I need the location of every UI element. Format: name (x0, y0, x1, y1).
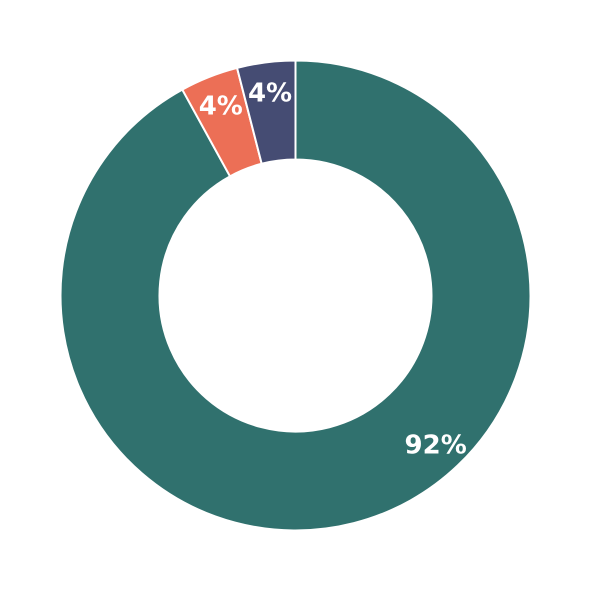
donut-slice-2 (235, 59, 297, 165)
labels-layer: 92% 4% 4% (199, 79, 467, 461)
slice-label-0: 92% (405, 430, 467, 460)
donut-slice-0 (59, 59, 532, 532)
slice-label-2: 4% (248, 79, 292, 109)
slice-label-1: 4% (199, 91, 243, 121)
slices-layer (59, 59, 532, 532)
